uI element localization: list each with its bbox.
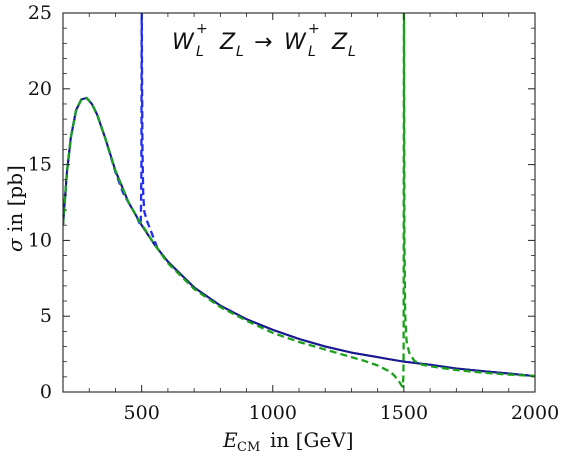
y-axis-label-symbol: σ	[3, 237, 27, 252]
y-tick-label-0: 0	[40, 381, 52, 403]
x-tick-label-2000: 2000	[511, 402, 559, 424]
annotation-arrow: →	[254, 30, 272, 55]
x-axis-label-symbol: E	[222, 428, 238, 452]
y-tick-label-5: 5	[40, 305, 52, 327]
x-axis-label: E CM in [GeV]	[222, 428, 354, 455]
annotation-w-1: W	[172, 30, 195, 55]
series-layer	[63, 13, 535, 388]
y-tick-label-25: 25	[28, 2, 52, 24]
y-axis-label: σ in [pb]	[3, 165, 27, 252]
annotation-w-1-sub: L	[196, 44, 204, 60]
annotation-w-1-sup: +	[196, 21, 208, 37]
annotation-z-1-sub: L	[236, 44, 244, 60]
x-axis-label-text: in [GeV]	[270, 428, 354, 452]
x-tick-label-1500: 1500	[380, 402, 428, 424]
ticks-layer: 500 1000 1500 2000 0 5 10 15 20 25	[28, 2, 559, 424]
annotation-w-2-sup: +	[308, 21, 320, 37]
annotation-z-2: Z	[331, 30, 348, 55]
y-axis-label-text: in [pb]	[3, 165, 27, 232]
annotation-w-2-sub: L	[308, 44, 316, 60]
process-annotation: W + L Z L → W + L Z L	[172, 21, 356, 60]
x-axis-label-sub: CM	[237, 440, 260, 455]
y-tick-label-15: 15	[28, 154, 52, 176]
annotation-w-2: W	[284, 30, 307, 55]
series-line-4	[63, 13, 535, 388]
annotation-z-1: Z	[219, 30, 236, 55]
y-tick-label-20: 20	[28, 78, 52, 100]
annotation-z-2-sub: L	[348, 44, 356, 60]
y-tick-label-10: 10	[28, 229, 52, 251]
x-tick-label-500: 500	[124, 402, 160, 424]
x-tick-label-1000: 1000	[249, 402, 297, 424]
